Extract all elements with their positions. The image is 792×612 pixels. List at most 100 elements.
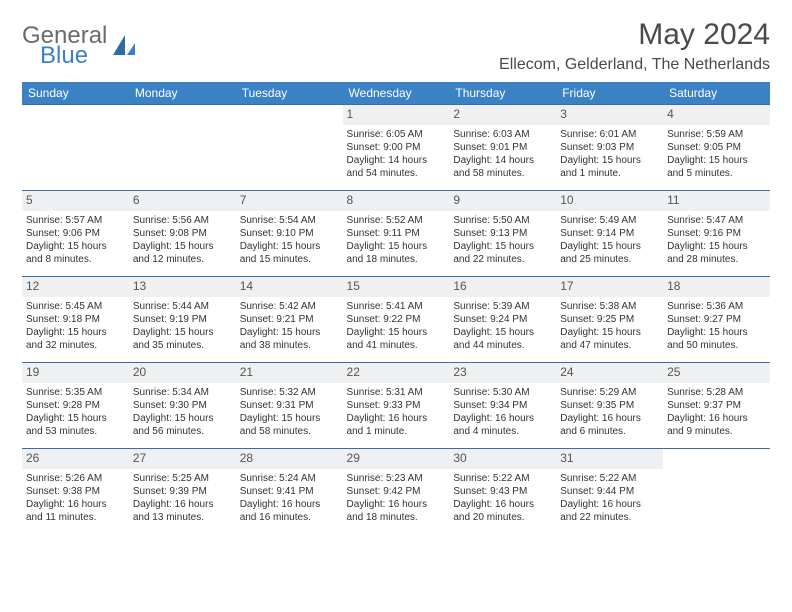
sunrise-text: Sunrise: 5:29 AM [560,386,659,399]
sunrise-text: Sunrise: 5:44 AM [133,300,232,313]
day-number: 24 [556,363,663,383]
sunrise-text: Sunrise: 5:59 AM [667,128,766,141]
day-number: 27 [129,449,236,469]
weekday-header: Saturday [663,82,770,105]
sunset-text: Sunset: 9:05 PM [667,141,766,154]
sunrise-text: Sunrise: 5:49 AM [560,214,659,227]
calendar-day-cell: 3Sunrise: 6:01 AMSunset: 9:03 PMDaylight… [556,105,663,191]
day-number: 23 [449,363,556,383]
sunrise-text: Sunrise: 5:39 AM [453,300,552,313]
sunrise-text: Sunrise: 5:45 AM [26,300,125,313]
sunset-text: Sunset: 9:03 PM [560,141,659,154]
location-text: Ellecom, Gelderland, The Netherlands [499,56,770,74]
sunset-text: Sunset: 9:31 PM [240,399,339,412]
day-number: 1 [343,105,450,125]
calendar-day-cell: 17Sunrise: 5:38 AMSunset: 9:25 PMDayligh… [556,277,663,363]
day-number: 3 [556,105,663,125]
month-title: May 2024 [499,18,770,52]
daylight-text: Daylight: 14 hours and 54 minutes. [347,154,446,180]
daylight-text: Daylight: 16 hours and 9 minutes. [667,412,766,438]
daylight-text: Daylight: 15 hours and 56 minutes. [133,412,232,438]
weekday-header: Tuesday [236,82,343,105]
daylight-text: Daylight: 15 hours and 41 minutes. [347,326,446,352]
weekday-header: Wednesday [343,82,450,105]
day-number: 8 [343,191,450,211]
calendar-day-cell: 8Sunrise: 5:52 AMSunset: 9:11 PMDaylight… [343,191,450,277]
day-number: 4 [663,105,770,125]
sunrise-text: Sunrise: 5:57 AM [26,214,125,227]
calendar-week-row: 5Sunrise: 5:57 AMSunset: 9:06 PMDaylight… [22,191,770,277]
sunrise-text: Sunrise: 5:25 AM [133,472,232,485]
daylight-text: Daylight: 15 hours and 38 minutes. [240,326,339,352]
daylight-text: Daylight: 15 hours and 32 minutes. [26,326,125,352]
calendar-day-cell: 6Sunrise: 5:56 AMSunset: 9:08 PMDaylight… [129,191,236,277]
day-number: 25 [663,363,770,383]
sunset-text: Sunset: 9:19 PM [133,313,232,326]
daylight-text: Daylight: 15 hours and 5 minutes. [667,154,766,180]
daylight-text: Daylight: 15 hours and 44 minutes. [453,326,552,352]
sunrise-text: Sunrise: 5:28 AM [667,386,766,399]
sunset-text: Sunset: 9:14 PM [560,227,659,240]
sunrise-text: Sunrise: 5:26 AM [26,472,125,485]
sunrise-text: Sunrise: 5:32 AM [240,386,339,399]
sunrise-text: Sunrise: 5:56 AM [133,214,232,227]
weekday-header: Sunday [22,82,129,105]
weekday-header-row: Sunday Monday Tuesday Wednesday Thursday… [22,82,770,105]
daylight-text: Daylight: 15 hours and 50 minutes. [667,326,766,352]
sunset-text: Sunset: 9:44 PM [560,485,659,498]
weekday-header: Monday [129,82,236,105]
calendar-day-cell [236,105,343,191]
calendar-day-cell: 7Sunrise: 5:54 AMSunset: 9:10 PMDaylight… [236,191,343,277]
calendar-day-cell: 27Sunrise: 5:25 AMSunset: 9:39 PMDayligh… [129,449,236,535]
sunrise-text: Sunrise: 5:35 AM [26,386,125,399]
sunset-text: Sunset: 9:18 PM [26,313,125,326]
sunset-text: Sunset: 9:37 PM [667,399,766,412]
sunset-text: Sunset: 9:01 PM [453,141,552,154]
calendar-day-cell: 28Sunrise: 5:24 AMSunset: 9:41 PMDayligh… [236,449,343,535]
calendar-day-cell: 31Sunrise: 5:22 AMSunset: 9:44 PMDayligh… [556,449,663,535]
day-number: 7 [236,191,343,211]
daylight-text: Daylight: 14 hours and 58 minutes. [453,154,552,180]
daylight-text: Daylight: 15 hours and 22 minutes. [453,240,552,266]
day-number: 9 [449,191,556,211]
daylight-text: Daylight: 15 hours and 58 minutes. [240,412,339,438]
calendar-day-cell: 4 Sunrise: 5:59 AMSunset: 9:05 PMDaylight… [663,105,770,191]
calendar-day-cell: 1Sunrise: 6:05 AMSunset: 9:00 PMDaylight… [343,105,450,191]
calendar-day-cell: 29Sunrise: 5:23 AMSunset: 9:42 PMDayligh… [343,449,450,535]
sunset-text: Sunset: 9:25 PM [560,313,659,326]
sunset-text: Sunset: 9:34 PM [453,399,552,412]
calendar-day-cell [663,449,770,535]
daylight-text: Daylight: 16 hours and 18 minutes. [347,498,446,524]
calendar-day-cell: 16Sunrise: 5:39 AMSunset: 9:24 PMDayligh… [449,277,556,363]
sunset-text: Sunset: 9:27 PM [667,313,766,326]
sunrise-text: Sunrise: 5:22 AM [453,472,552,485]
weekday-header: Friday [556,82,663,105]
daylight-text: Daylight: 15 hours and 8 minutes. [26,240,125,266]
daylight-text: Daylight: 15 hours and 1 minute. [560,154,659,180]
day-number: 6 [129,191,236,211]
daylight-text: Daylight: 15 hours and 18 minutes. [347,240,446,266]
sunset-text: Sunset: 9:22 PM [347,313,446,326]
day-number: 18 [663,277,770,297]
sunset-text: Sunset: 9:42 PM [347,485,446,498]
sunrise-text: Sunrise: 6:05 AM [347,128,446,141]
calendar-day-cell: 5Sunrise: 5:57 AMSunset: 9:06 PMDaylight… [22,191,129,277]
calendar-day-cell: 18Sunrise: 5:36 AMSunset: 9:27 PMDayligh… [663,277,770,363]
sunset-text: Sunset: 9:13 PM [453,227,552,240]
day-number: 13 [129,277,236,297]
sunset-text: Sunset: 9:41 PM [240,485,339,498]
daylight-text: Daylight: 16 hours and 16 minutes. [240,498,339,524]
day-number: 30 [449,449,556,469]
sunset-text: Sunset: 9:35 PM [560,399,659,412]
logo-sail-icon [111,33,137,64]
day-number: 10 [556,191,663,211]
calendar-day-cell: 19Sunrise: 5:35 AMSunset: 9:28 PMDayligh… [22,363,129,449]
sunrise-text: Sunrise: 5:24 AM [240,472,339,485]
sunrise-text: Sunrise: 6:03 AM [453,128,552,141]
calendar-day-cell: 12Sunrise: 5:45 AMSunset: 9:18 PMDayligh… [22,277,129,363]
daylight-text: Daylight: 15 hours and 53 minutes. [26,412,125,438]
daylight-text: Daylight: 16 hours and 4 minutes. [453,412,552,438]
daylight-text: Daylight: 15 hours and 25 minutes. [560,240,659,266]
day-number: 29 [343,449,450,469]
sunrise-text: Sunrise: 5:42 AM [240,300,339,313]
